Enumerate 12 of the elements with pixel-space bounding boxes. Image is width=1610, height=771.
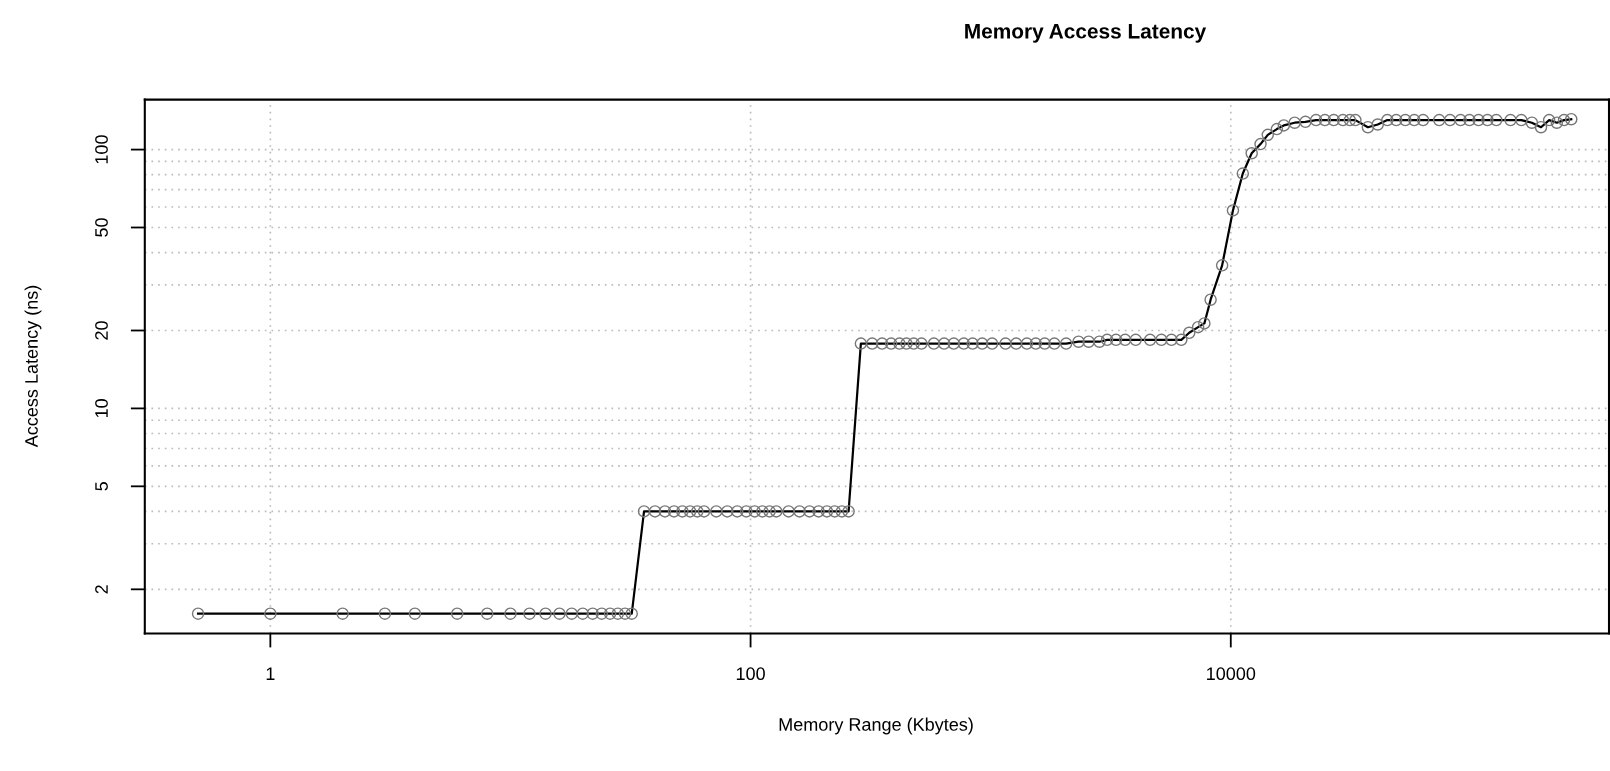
- y-tick-label: 100: [95, 135, 108, 164]
- y-tick-label: 2: [95, 585, 108, 594]
- x-axis-title: Memory Range (Kbytes): [779, 717, 973, 735]
- x-tick-label: 100: [736, 667, 765, 681]
- y-tick-label: 50: [95, 218, 108, 237]
- x-tick-label: 1: [266, 667, 275, 680]
- y-axis-title: Access Latency (ns): [24, 285, 42, 448]
- chart-title: Memory Access Latency: [965, 24, 1207, 43]
- y-tick-label: 10: [95, 399, 108, 418]
- y-tick-label: 20: [95, 321, 108, 340]
- y-tick-label: 5: [95, 482, 108, 491]
- x-tick-label: 10000: [1207, 667, 1256, 681]
